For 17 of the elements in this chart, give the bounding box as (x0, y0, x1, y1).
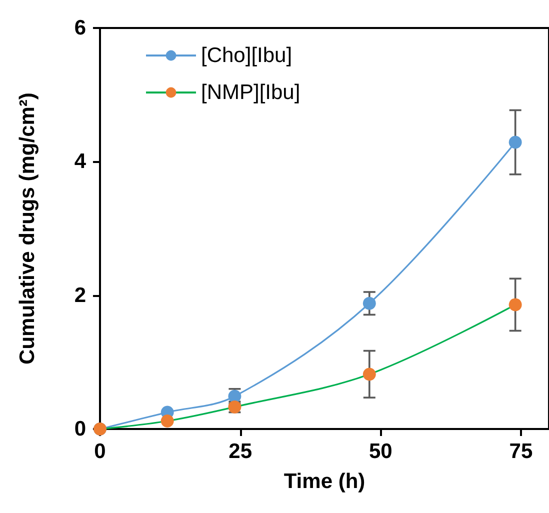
point (508, 136, 522, 149)
x-tick-label: 25 (228, 440, 252, 463)
y-tick-label: 6 (74, 16, 86, 40)
x-tick-label: 0 (94, 440, 106, 463)
point (160, 414, 174, 428)
point (508, 298, 522, 312)
legend-label: [Cho][Ibu] (201, 44, 292, 67)
legend-label: [NMP][Ibu] (201, 81, 300, 104)
y-tick-label: 0 (74, 418, 86, 440)
x-axis-title: Time (h) (284, 470, 366, 493)
point (362, 368, 376, 381)
point (362, 296, 376, 310)
x-tick-label: 75 (509, 440, 533, 463)
y-tick-label: 4 (74, 150, 86, 174)
y-axis-title: Cumulative drugs (mg/cm²) (16, 92, 39, 364)
y-tick-label: 2 (74, 284, 86, 307)
x-tick-label: 50 (368, 440, 392, 463)
